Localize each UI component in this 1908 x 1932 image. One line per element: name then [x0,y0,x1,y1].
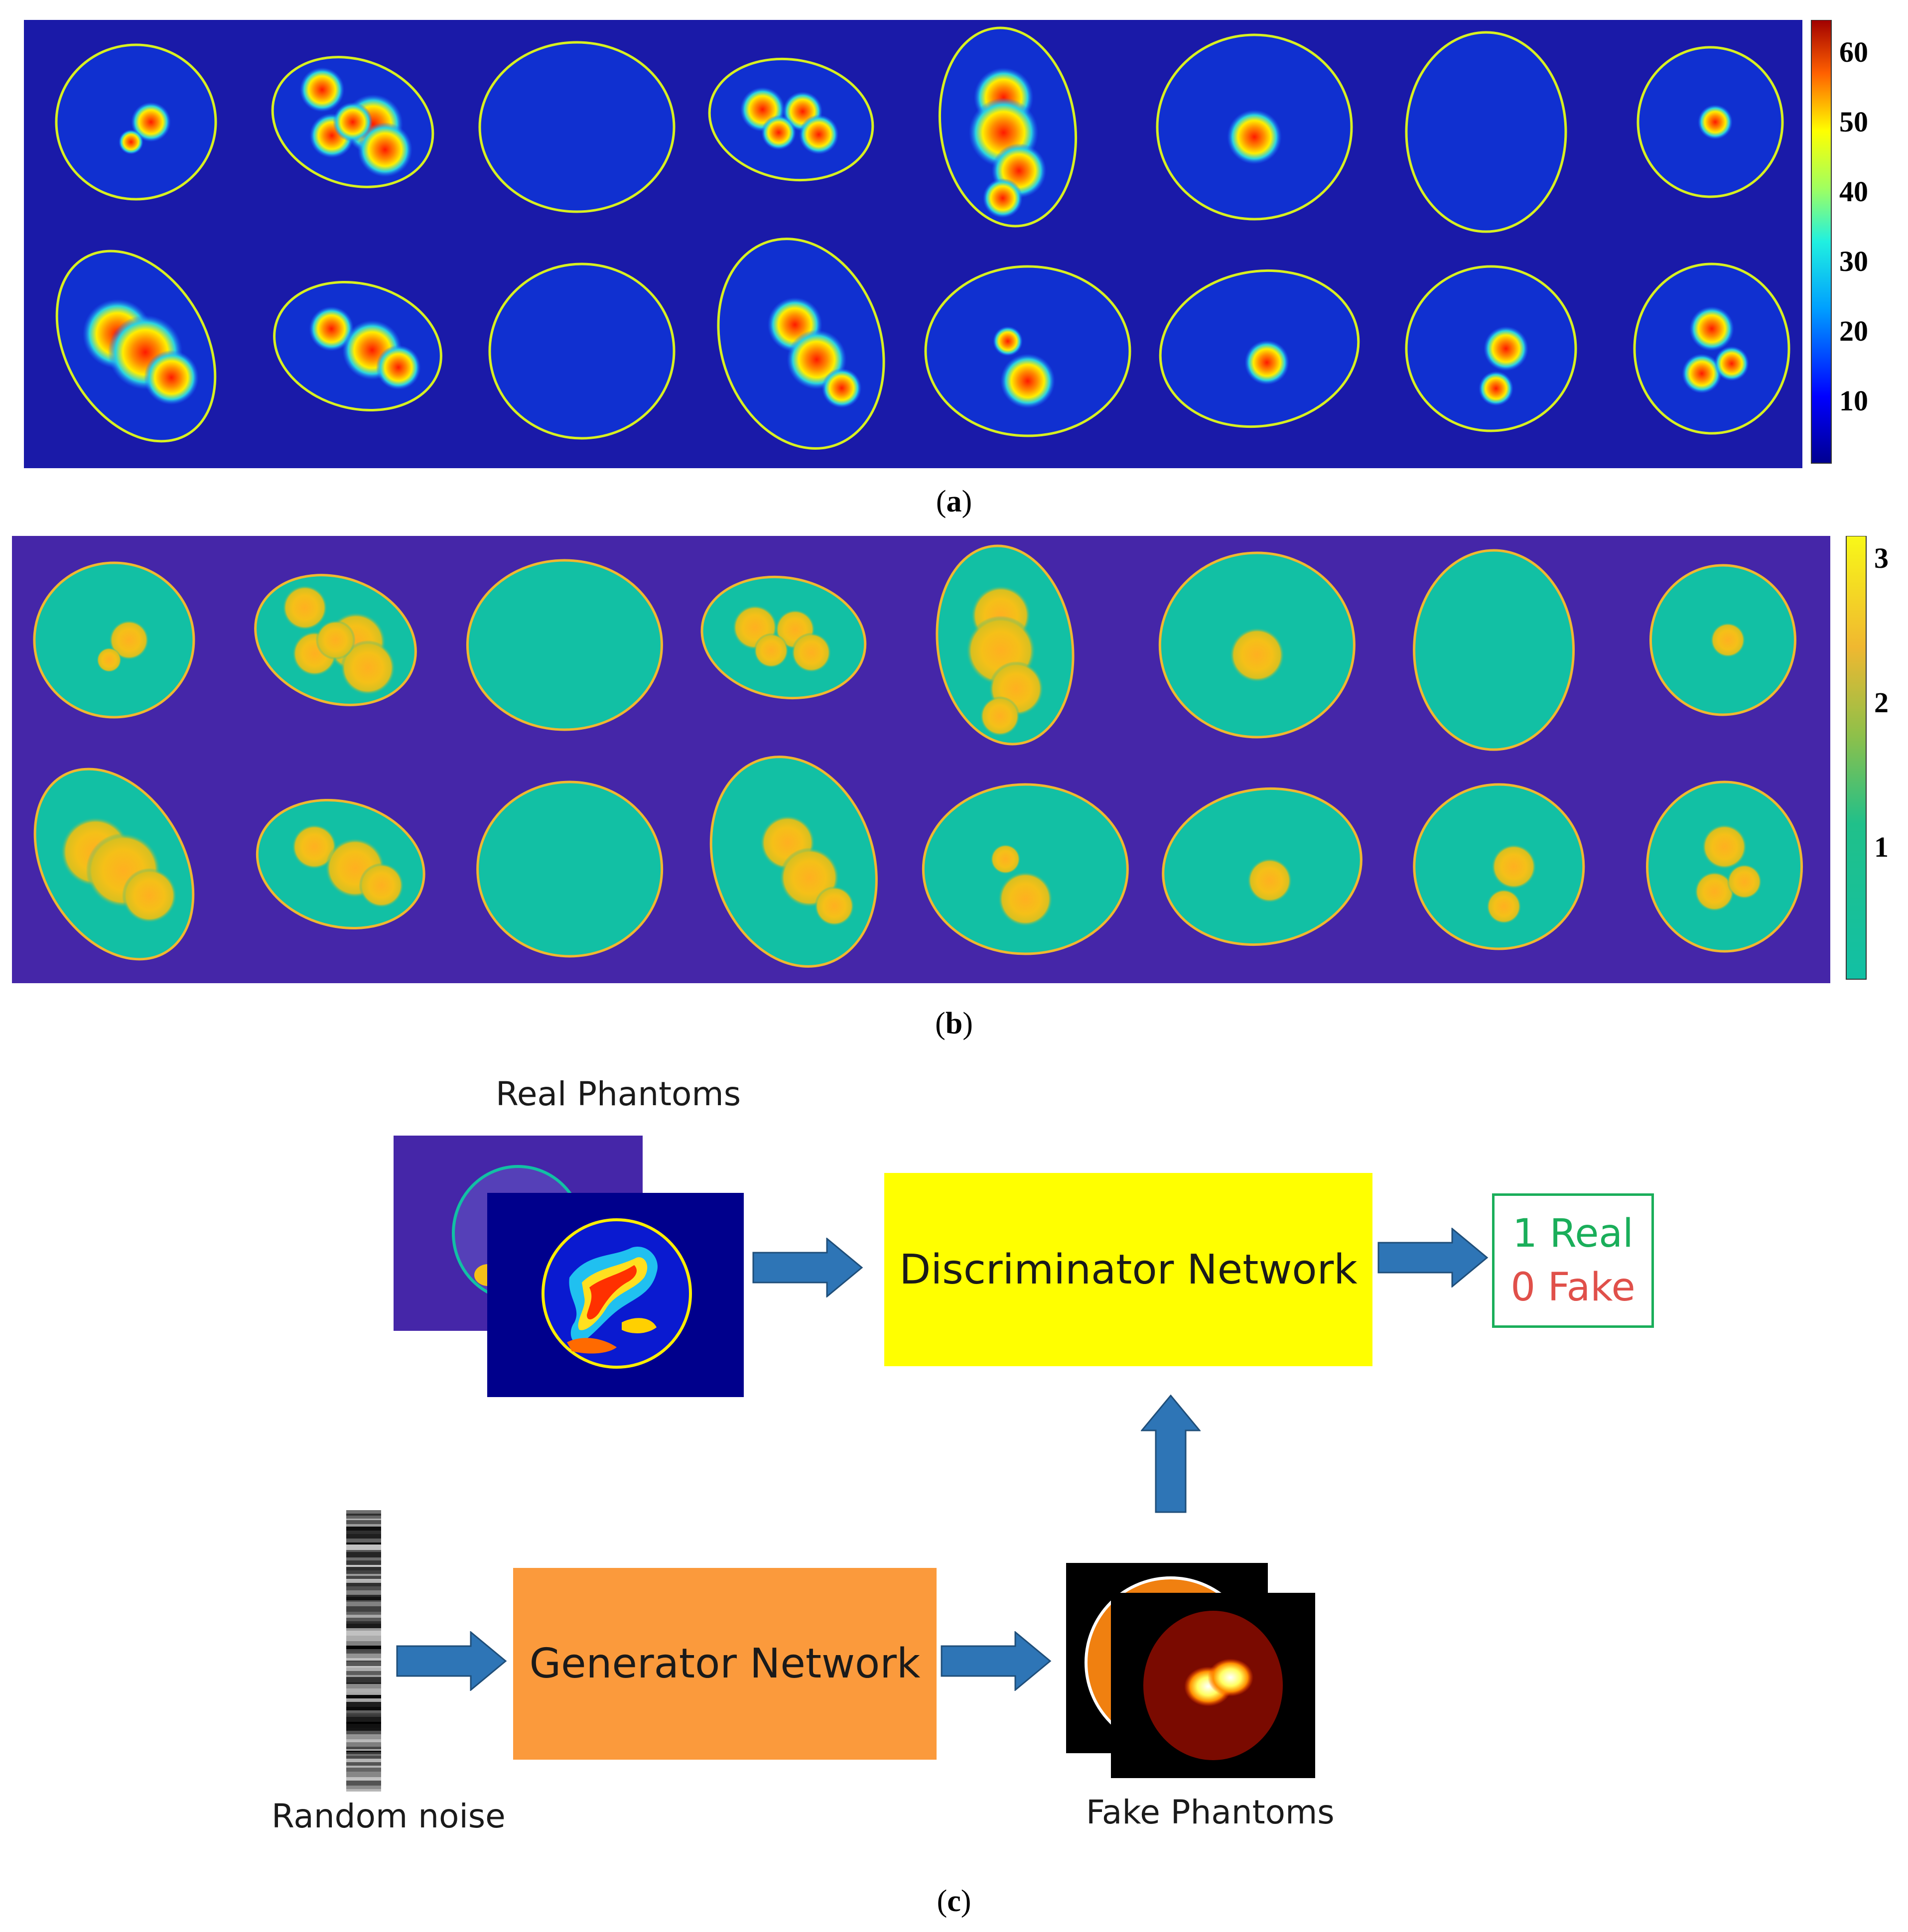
colorbar-a-tick: 20 [1839,315,1868,347]
panel-a-slice [924,265,1131,437]
panel-b-slice [254,574,417,706]
colorbar-b-tick: 3 [1874,542,1889,574]
colorbar-b-tick: 1 [1874,831,1889,863]
output-real-label: 1 Real [1512,1211,1634,1256]
colorbar-a-ticks: 60 50 40 30 20 10 [1839,36,1868,417]
panel-b-slice [1646,780,1803,953]
panel-a-slice [717,238,885,450]
panel-a-slice [1636,46,1784,198]
discriminator-network-box: Discriminator Network [884,1173,1372,1366]
panel-b-slice [922,783,1129,955]
output-fake-label: 0 Fake [1510,1265,1635,1310]
arrow-to-fake-phantoms [941,1631,1052,1691]
fake-phantoms-label: Fake Phantoms [1086,1793,1335,1831]
panel-b-slice [476,780,664,958]
colorbar-a-tick: 30 [1839,245,1868,277]
arrow-up-to-discriminator [1141,1395,1201,1513]
panel-a-slice [271,56,434,188]
panel-b-slice [936,544,1075,746]
panel-b-colorbar: 3 2 1 [1846,536,1889,980]
real-phantoms-label: Real Phantoms [496,1075,741,1113]
colorbar-b-tick: 2 [1874,686,1889,719]
panel-a-slice [938,26,1078,228]
generator-network-box: Generator Network [513,1568,937,1760]
panel-b-slice [700,575,867,700]
panel-b-slice [1413,549,1575,751]
panel-a-caption: (a) [936,485,972,518]
colorbar-a-tick: 40 [1839,175,1868,208]
panel-a-slice [488,262,676,440]
panel-b-breast-slices [33,544,1803,968]
generator-network-label: Generator Network [529,1640,921,1687]
panel-b-slice [709,756,878,968]
panel-b-caption: (b) [935,1007,973,1040]
panel-b-slice [466,559,663,731]
panel-a-slice [1159,269,1360,428]
panel-a-breast-slices [55,26,1790,450]
discriminator-network-label: Discriminator Network [899,1246,1358,1293]
panel-b-slice [1413,783,1585,950]
colorbar-a-tick: 60 [1839,36,1868,68]
panel-b-slice [33,561,195,719]
discriminator-output-box: 1 Real 0 Fake [1492,1193,1654,1328]
panel-a-slice [55,250,217,443]
panel-b-image [12,536,1830,983]
panel-a-colorbar: 60 50 40 30 20 10 [1811,20,1868,464]
real-phantom-front-image [487,1193,744,1397]
panel-a-slice [478,41,676,213]
panel-b-slice [33,768,195,961]
panel-a-slice [1156,33,1353,221]
panel-a-slice [1405,265,1577,432]
random-noise-vector-image [346,1510,381,1792]
panel-a-slice [708,57,874,182]
panel-a-slice [1633,262,1790,435]
panel-c-caption: (c) [937,1884,971,1918]
colorbar-a-tick: 10 [1839,385,1868,417]
panel-b-slice [1649,564,1796,716]
colorbar-a-tick: 50 [1839,106,1868,138]
panel-a-slice [1405,31,1567,233]
arrow-to-discriminator [752,1238,863,1297]
panel-a-slice [273,280,442,412]
panel-a-image [24,20,1802,468]
arrow-to-generator [396,1631,507,1691]
random-noise-label: Random noise [272,1797,506,1835]
arrow-to-output [1377,1228,1489,1288]
panel-b-slice [1162,787,1363,946]
panel-a-slice [55,43,217,201]
panel-b-slice [1158,551,1356,739]
panel-b-slice [256,798,425,930]
fake-phantom-front-image [1111,1593,1315,1778]
